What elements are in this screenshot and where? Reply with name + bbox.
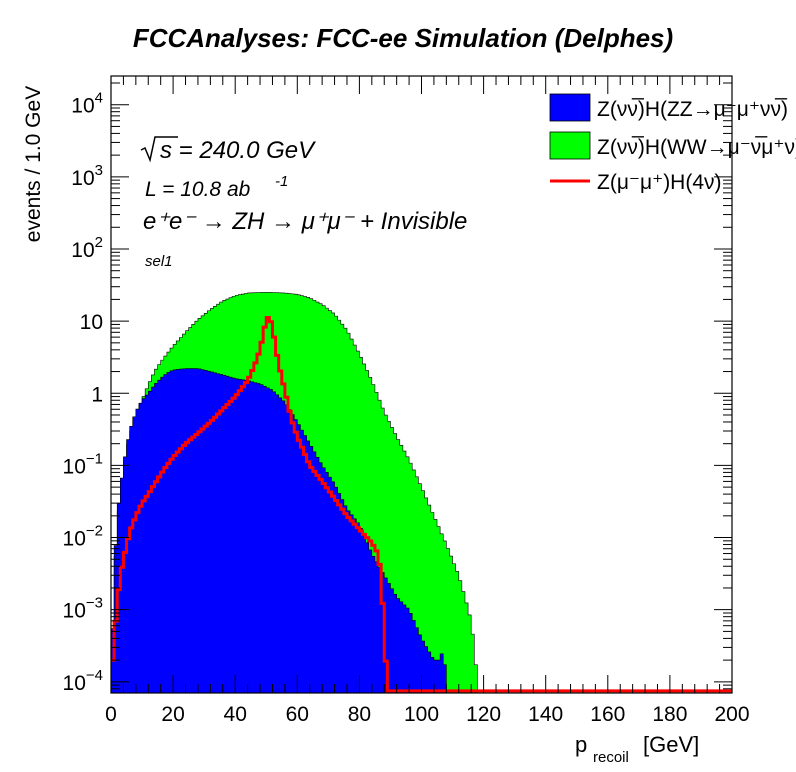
chart-title: FCCAnalyses: FCC-ee Simulation (Delphes) [133, 23, 673, 53]
annotation-selection: sel1 [145, 253, 173, 270]
y-tick-label: 104 [71, 90, 103, 118]
x-tick-label: 80 [348, 703, 371, 726]
x-axis-label-main: p [575, 732, 587, 757]
y-tick-label: 10−1 [63, 450, 103, 478]
legend: Z(νν̅)H(ZZ→μ⁻μ⁺νν̅) Z(νν̅)H(WW→μ⁻ν̅μ⁺ν) Z(… [549, 93, 796, 194]
x-tick-label: 160 [590, 703, 625, 726]
y-tick-label: 10−2 [63, 523, 103, 551]
series-area-1 [110, 368, 447, 694]
x-tick-label: 100 [404, 703, 439, 726]
x-tick-label: 40 [224, 703, 247, 726]
y-tick-label: 102 [71, 234, 103, 262]
y-tick-label: 1 [91, 383, 103, 406]
luminosity-text: L = 10.8 ab [145, 178, 251, 201]
y-tick-label: 10 [80, 311, 103, 334]
y-axis-label: events / 1.0 GeV [22, 86, 45, 242]
x-tick-label: 60 [286, 703, 309, 726]
legend-label: Z(νν̅)H(WW→μ⁻ν̅μ⁺ν) [597, 136, 796, 159]
x-tick-label: 200 [714, 703, 749, 726]
annotation-luminosity: L = 10.8 ab -1 [145, 173, 288, 201]
series-layer [110, 292, 732, 694]
x-tick-label: 120 [466, 703, 501, 726]
x-axis-label-unit: [GeV] [643, 732, 699, 757]
legend-swatch [549, 93, 591, 122]
x-tick-label: 0 [105, 703, 117, 726]
x-tick-label: 140 [528, 703, 563, 726]
legend-swatch [549, 131, 591, 160]
legend-label: Z(μ⁻μ⁺)H(4ν) [597, 171, 722, 194]
axis-layer: 0 20 40 60 80 100 120 140 160 180 200 10−4 10−3 10−2 1… [63, 76, 750, 726]
x-tick-label: 20 [161, 703, 184, 726]
y-tick-label: 10−4 [63, 667, 103, 695]
square-root-sign [140, 136, 178, 163]
annotation-sqrt-s: s = 240.0 GeV [140, 136, 316, 164]
y-tick-label: 103 [71, 162, 103, 190]
y-tick-label: 10−3 [63, 595, 103, 623]
sqrt-s-text: s = 240.0 GeV [160, 137, 316, 164]
series-line-2 [111, 316, 732, 693]
annotation-process: e⁺e⁻ → ZH → μ⁺μ⁻ + Invisible [143, 208, 467, 235]
x-tick-label: 180 [652, 703, 687, 726]
legend-label: Z(νν̅)H(ZZ→μ⁻μ⁺νν̅) [597, 98, 788, 121]
x-axis-label-subscript: recoil [593, 749, 629, 766]
luminosity-exponent: -1 [275, 173, 288, 190]
x-axis-label: p recoil [GeV] [575, 732, 699, 766]
